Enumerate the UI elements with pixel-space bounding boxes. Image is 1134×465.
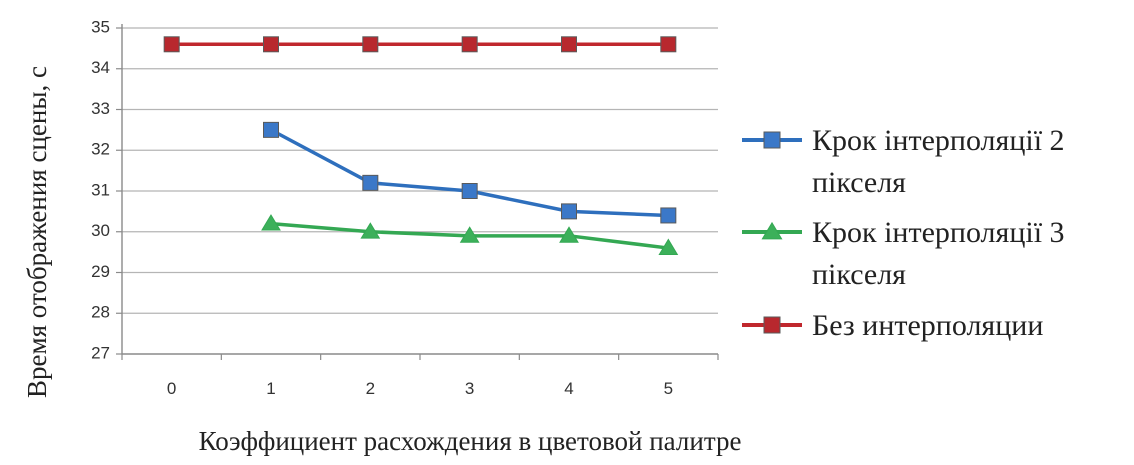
series-1: [263, 121, 677, 224]
legend-label: пікселя: [812, 166, 906, 199]
data-point: [261, 214, 281, 231]
x-tick-label: 5: [664, 379, 673, 398]
legend-label: пікселя: [812, 258, 906, 291]
legend-swatch-marker: [763, 316, 781, 334]
y-tick-label: 30: [91, 221, 110, 240]
data-point: [459, 226, 480, 243]
x-tick-label: 0: [167, 379, 176, 398]
x-axis-title: Коэффициент расхождения в цветовой палит…: [199, 426, 742, 456]
series-line: [270, 128, 669, 218]
data-point: [461, 36, 478, 53]
series-3: [163, 36, 677, 53]
x-tick-label: 3: [465, 379, 474, 398]
data-point: [163, 36, 180, 53]
legend-label: Крок інтерполяції 2: [812, 124, 1065, 157]
data-point: [660, 36, 677, 53]
legend-entry-1: Крок інтерполяції 2 пікселя: [742, 124, 1065, 199]
data-point: [362, 174, 379, 191]
legend-label: Без интерполяции: [812, 309, 1043, 342]
y-tick-label: 32: [91, 140, 110, 159]
x-tick-label: 4: [564, 379, 573, 398]
series-layer: [163, 36, 679, 255]
legend-swatch-marker: [761, 221, 783, 240]
data-point: [561, 203, 577, 220]
y-tick-label: 29: [91, 262, 110, 281]
series-2: [261, 214, 679, 255]
y-tick-label: 28: [91, 303, 110, 322]
data-point: [362, 36, 379, 53]
x-tick-label: 2: [366, 379, 375, 398]
y-tick-label: 35: [91, 17, 110, 36]
y-tick-label: 33: [91, 99, 110, 118]
axes: [121, 24, 718, 355]
data-point: [360, 222, 381, 239]
data-point: [263, 121, 279, 138]
data-point: [559, 226, 579, 243]
y-tick-label: 34: [91, 58, 110, 77]
y-axis-title: Время отображения сцены, с: [22, 66, 52, 398]
data-point: [660, 207, 677, 224]
x-axis-ticks: 0 1 2 3 4 5: [121, 354, 719, 398]
y-tick-label: 31: [91, 180, 110, 199]
data-point: [561, 36, 577, 53]
legend-entry-2: Крок інтерполяції 3 пікселя: [742, 216, 1065, 291]
x-tick-label: 1: [266, 379, 275, 398]
gridlines: [122, 27, 718, 314]
y-axis-ticks: 27 28 29 30 31 32 33 34 35: [91, 17, 122, 362]
data-point: [263, 36, 279, 53]
data-point: [658, 238, 679, 255]
data-point: [461, 183, 478, 199]
legend-entry-3: Без интерполяции: [742, 309, 1043, 342]
legend-swatch-marker: [763, 131, 781, 149]
legend-label: Крок інтерполяції 3: [812, 216, 1065, 249]
y-tick-label: 27: [91, 343, 110, 362]
